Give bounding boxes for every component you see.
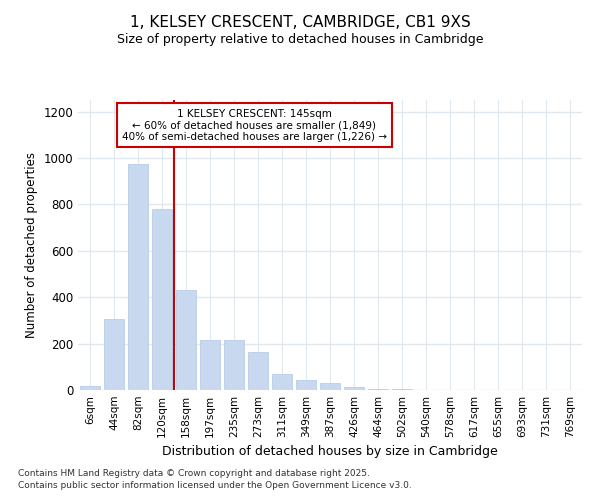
Bar <box>224 340 244 390</box>
Text: Contains public sector information licensed under the Open Government Licence v3: Contains public sector information licen… <box>18 481 412 490</box>
Bar <box>104 319 124 390</box>
Bar <box>152 209 172 390</box>
Bar <box>248 352 268 390</box>
Text: Contains HM Land Registry data © Crown copyright and database right 2025.: Contains HM Land Registry data © Crown c… <box>18 468 370 477</box>
Bar <box>320 383 340 390</box>
Text: Size of property relative to detached houses in Cambridge: Size of property relative to detached ho… <box>117 32 483 46</box>
Text: 1, KELSEY CRESCENT, CAMBRIDGE, CB1 9XS: 1, KELSEY CRESCENT, CAMBRIDGE, CB1 9XS <box>130 15 470 30</box>
Bar <box>344 386 364 390</box>
Bar <box>368 389 388 390</box>
Bar <box>296 380 316 390</box>
Bar <box>128 164 148 390</box>
Bar <box>200 340 220 390</box>
Bar <box>272 374 292 390</box>
Text: 1 KELSEY CRESCENT: 145sqm
← 60% of detached houses are smaller (1,849)
40% of se: 1 KELSEY CRESCENT: 145sqm ← 60% of detac… <box>122 108 387 142</box>
Y-axis label: Number of detached properties: Number of detached properties <box>25 152 38 338</box>
Bar <box>80 386 100 390</box>
X-axis label: Distribution of detached houses by size in Cambridge: Distribution of detached houses by size … <box>162 446 498 458</box>
Bar <box>176 290 196 390</box>
